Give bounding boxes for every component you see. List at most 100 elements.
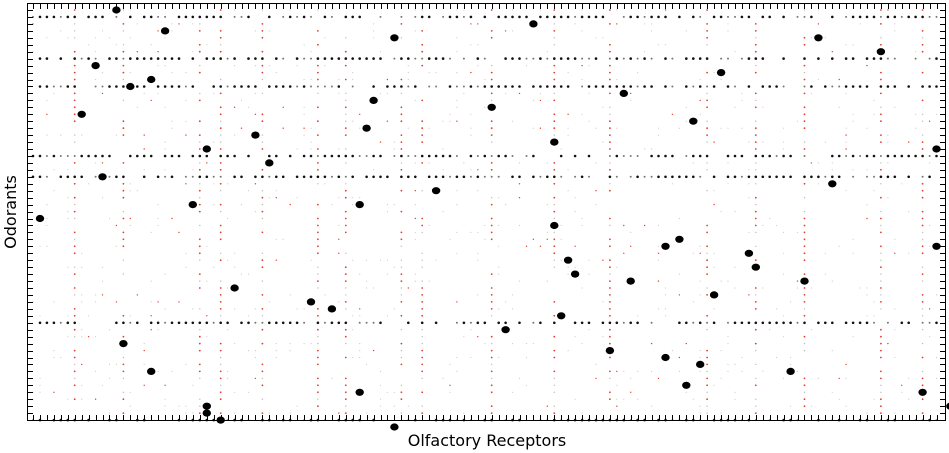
weak-response-dot [198,370,201,373]
response-dot [192,23,194,25]
response-dot [865,57,869,60]
response-dot [163,85,167,88]
weak-response-dot [282,127,284,129]
response-dot [455,321,458,324]
weak-response-dot [880,113,882,116]
response-dot [532,127,535,129]
response-dot [637,72,639,74]
response-dot [727,183,729,185]
response-dot [498,273,500,275]
response-dot [733,175,737,179]
response-dot [344,154,348,158]
response-dot [734,106,736,108]
weak-response-dot [490,370,493,373]
response-dot [845,15,848,18]
response-dot [685,30,687,32]
response-dot [720,78,722,81]
weak-response-dot [219,148,222,150]
response-dot [94,15,97,19]
response-dot [442,211,444,213]
response-dot [880,273,882,275]
response-dot [177,15,181,19]
response-dot [227,183,229,185]
response-dot [296,405,298,407]
weak-response-dot [400,23,403,25]
weak-response-dot [421,224,424,227]
response-dot [755,203,757,206]
weak-response-dot [609,23,611,25]
response-dot [303,57,306,60]
weak-response-dot [171,217,173,220]
weak-response-dot [609,398,611,401]
weak-response-dot [198,43,201,46]
response-dot [95,78,97,81]
response-dot [872,57,876,60]
weak-response-dot [317,245,319,248]
response-dot [331,377,333,379]
response-dot [866,287,868,289]
response-dot [734,85,736,88]
strong-response-dot [557,312,566,320]
response-dot [351,15,355,19]
weak-response-dot [609,71,611,74]
response-dot [783,315,785,317]
weak-response-dot [880,78,882,81]
weak-response-dot [477,169,479,171]
response-dot [594,85,598,88]
weak-response-dot [609,78,611,81]
weak-response-dot [400,280,403,282]
response-dot [310,57,312,60]
strong-response-dot [619,89,628,97]
response-dot [45,57,49,60]
response-dot [310,78,312,81]
response-dot [783,377,785,379]
response-dot [164,175,167,178]
weak-response-dot [706,231,708,234]
response-dot [122,356,125,359]
response-dot [261,134,264,136]
response-dot [484,106,486,108]
response-dot [407,57,410,60]
weak-response-dot [421,294,424,296]
response-dot [317,266,319,268]
response-dot [915,51,917,53]
response-dot [615,321,619,325]
response-dot [358,15,362,19]
response-dot [858,321,862,325]
response-dot [803,15,806,18]
response-dot [768,175,771,179]
response-dot [247,15,250,19]
response-dot [456,190,458,192]
response-dot [220,356,222,359]
response-dot [199,329,201,331]
response-dot [651,370,653,372]
response-dot [776,308,778,310]
response-dot [386,204,388,206]
response-dot [929,224,931,227]
response-dot [129,9,131,11]
weak-response-dot [344,231,347,234]
response-dot [935,154,938,158]
strong-response-dot [550,138,559,146]
weak-response-dot [609,189,611,192]
response-dot [574,175,577,178]
weak-response-dot [754,23,757,25]
response-dot [880,162,882,164]
weak-response-dot [261,384,264,387]
response-dot [643,85,646,88]
response-dot [233,154,236,158]
weak-response-dot [261,342,264,345]
weak-response-dot [609,308,611,310]
response-dot [254,65,256,67]
response-dot [664,57,667,60]
response-dot [199,162,201,164]
response-dot [254,350,256,352]
response-dot [219,175,222,178]
weak-response-dot [421,99,424,102]
response-dot [316,155,319,157]
weak-response-dot [275,259,277,261]
response-dot [623,370,625,372]
response-dot [198,321,202,325]
response-dot [657,259,660,261]
response-dot [734,391,736,393]
